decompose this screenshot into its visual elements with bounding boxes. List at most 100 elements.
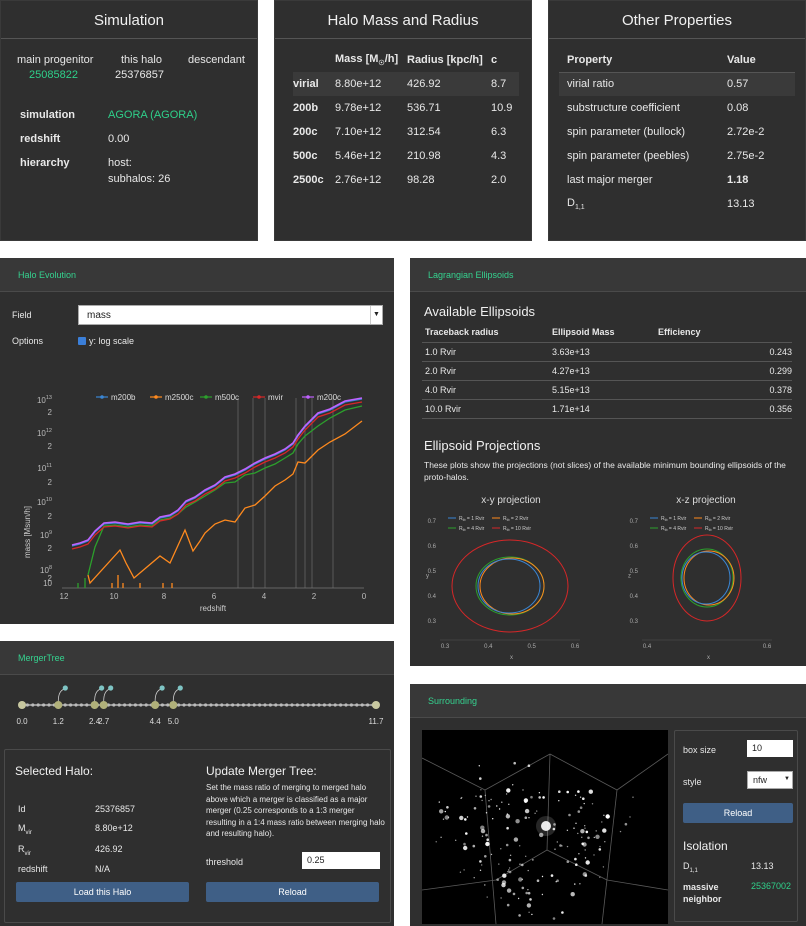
timeline-point[interactable] xyxy=(112,703,116,707)
timeline-point[interactable] xyxy=(285,703,289,707)
timeline-point[interactable] xyxy=(295,703,299,707)
legend-marker xyxy=(100,395,104,399)
main-progenitor-link[interactable]: 25085822 xyxy=(29,69,78,81)
timeline-point[interactable] xyxy=(333,703,337,707)
timeline-point[interactable] xyxy=(268,703,272,707)
timeline-point[interactable] xyxy=(322,703,326,707)
timeline-point[interactable] xyxy=(166,703,170,707)
major-merger-node[interactable] xyxy=(151,701,160,709)
halo-point xyxy=(501,801,503,803)
timeline-point[interactable] xyxy=(241,703,245,707)
major-merger-node[interactable] xyxy=(54,701,63,709)
value-cell: 2.72e-2 xyxy=(727,126,765,138)
timeline-point[interactable] xyxy=(123,703,127,707)
simulation-link[interactable]: AGORA (AGORA) xyxy=(108,109,198,121)
timeline-point[interactable] xyxy=(344,703,348,707)
radius-cell: 312.54 xyxy=(407,126,441,138)
timeline-point[interactable] xyxy=(42,703,46,707)
major-merger-node[interactable] xyxy=(99,701,108,709)
timeline-point[interactable] xyxy=(252,703,256,707)
timeline-point[interactable] xyxy=(339,703,343,707)
halo-point xyxy=(579,883,581,885)
timeline-point[interactable] xyxy=(85,703,89,707)
mvir-line xyxy=(71,401,363,550)
timeline-point[interactable] xyxy=(247,703,251,707)
box-size-input[interactable]: 10 xyxy=(747,740,793,757)
surrounding-reload-button[interactable]: Reload xyxy=(683,803,793,823)
threshold-input[interactable]: 0.25 xyxy=(302,852,380,869)
halo-point xyxy=(505,793,508,795)
redshift-label: redshift xyxy=(20,133,61,145)
field-select[interactable]: mass ▼ xyxy=(78,305,383,325)
timeline-point[interactable] xyxy=(360,703,364,707)
timeline-point[interactable] xyxy=(312,703,316,707)
surrounding-view[interactable] xyxy=(422,730,668,924)
load-halo-button[interactable]: Load this Halo xyxy=(16,882,189,902)
timeline-point[interactable] xyxy=(317,703,321,707)
merging-halo-node[interactable] xyxy=(108,685,114,691)
timeline-point[interactable] xyxy=(204,703,208,707)
merging-halo-node[interactable] xyxy=(99,685,105,691)
redshift-value: 0.00 xyxy=(108,133,130,145)
halo-point xyxy=(566,860,570,863)
timeline-point[interactable] xyxy=(74,703,78,707)
this-halo-id: 25376857 xyxy=(115,69,164,81)
timeline-point[interactable] xyxy=(160,703,164,707)
timeline-point[interactable] xyxy=(328,703,332,707)
timeline-point[interactable] xyxy=(128,703,132,707)
timeline-point[interactable] xyxy=(139,703,143,707)
major-merger-node[interactable] xyxy=(90,701,99,709)
timeline-point[interactable] xyxy=(349,703,353,707)
timeline-point[interactable] xyxy=(274,703,278,707)
merging-halo-node[interactable] xyxy=(177,685,183,691)
traceback-cell: 2.0 Rvir xyxy=(422,361,552,381)
timeline-point[interactable] xyxy=(355,703,359,707)
halo-point xyxy=(591,803,594,805)
timeline-point[interactable] xyxy=(263,703,267,707)
timeline-point[interactable] xyxy=(301,703,305,707)
major-merger-node[interactable] xyxy=(372,701,380,709)
timeline-point[interactable] xyxy=(79,703,83,707)
timeline-point[interactable] xyxy=(31,703,35,707)
timeline-point[interactable] xyxy=(279,703,283,707)
timeline-point[interactable] xyxy=(182,703,186,707)
timeline-point[interactable] xyxy=(306,703,310,707)
timeline-point[interactable] xyxy=(290,703,294,707)
merger-reload-button[interactable]: Reload xyxy=(206,882,379,902)
timeline-point[interactable] xyxy=(231,703,235,707)
timeline-point[interactable] xyxy=(36,703,40,707)
timeline-point[interactable] xyxy=(117,703,121,707)
this-halo-label: this halo xyxy=(121,54,162,66)
surrounding-controls: box size 10 style nfw ▼ Reload Isolation … xyxy=(674,730,798,922)
timeline-point[interactable] xyxy=(214,703,218,707)
halo-point xyxy=(585,830,589,834)
timeline-point[interactable] xyxy=(187,703,191,707)
major-merger-node[interactable] xyxy=(169,701,178,709)
timeline-point[interactable] xyxy=(236,703,240,707)
log-scale-checkbox[interactable] xyxy=(78,337,86,345)
timeline-point[interactable] xyxy=(258,703,262,707)
major-merger-node[interactable] xyxy=(18,701,26,709)
massive-neighbor-link[interactable]: 25367002 xyxy=(751,881,792,891)
timeline-point[interactable] xyxy=(209,703,213,707)
timeline-point[interactable] xyxy=(63,703,67,707)
timeline-point[interactable] xyxy=(25,703,29,707)
timeline-point[interactable] xyxy=(133,703,137,707)
merging-halo-node[interactable] xyxy=(62,685,68,691)
halo-point xyxy=(555,881,557,883)
merging-halo-node[interactable] xyxy=(159,685,165,691)
timeline-point[interactable] xyxy=(144,703,148,707)
timeline-point[interactable] xyxy=(69,703,73,707)
timeline-point[interactable] xyxy=(177,703,181,707)
timeline-point[interactable] xyxy=(225,703,229,707)
halo-point xyxy=(505,843,509,847)
y-tick-label: 0.6 xyxy=(630,544,639,550)
timeline-point[interactable] xyxy=(47,703,51,707)
halo-point xyxy=(598,848,602,851)
style-select[interactable]: nfw ▼ xyxy=(747,771,793,789)
timeline-point[interactable] xyxy=(220,703,224,707)
timeline-point[interactable] xyxy=(366,703,370,707)
timeline-point[interactable] xyxy=(193,703,197,707)
halo-point xyxy=(527,869,529,872)
timeline-point[interactable] xyxy=(198,703,202,707)
